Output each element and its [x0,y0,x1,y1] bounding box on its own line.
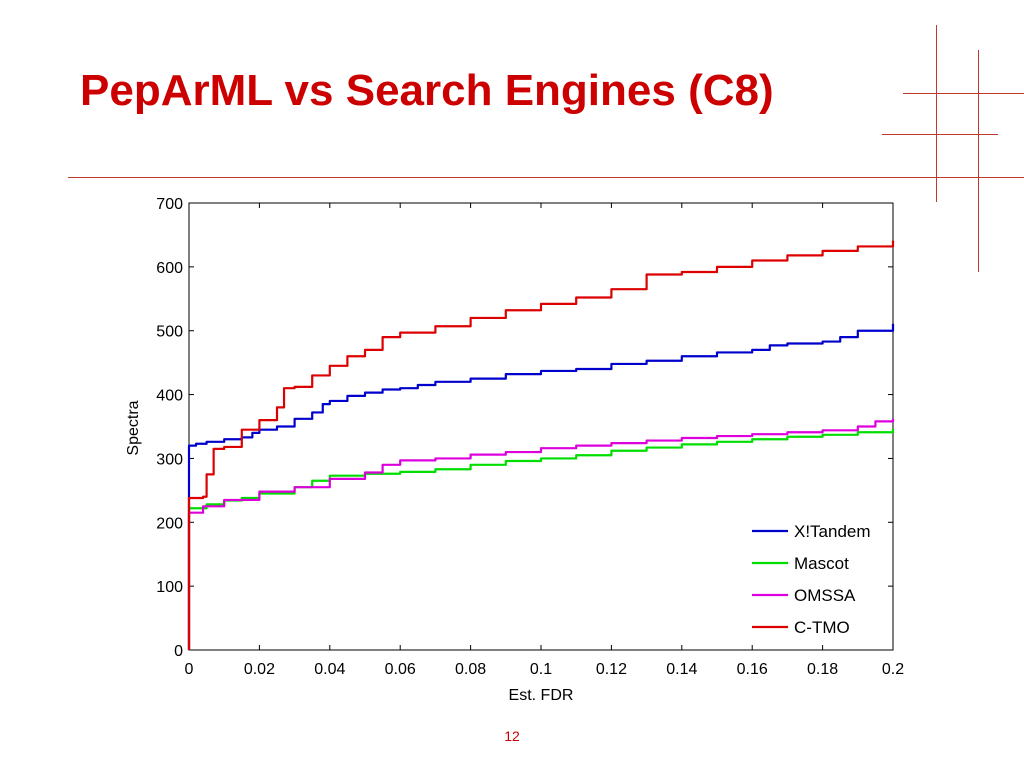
x-tick-label: 0.16 [737,661,768,678]
corner-line-h2 [882,134,998,135]
x-tick-label: 0.04 [314,661,345,678]
x-tick-label: 0.02 [244,661,275,678]
y-tick-label: 700 [156,196,183,213]
series-line-mascot [187,429,895,650]
y-tick-label: 500 [156,324,183,341]
plot-frame [188,202,894,651]
corner-line-v1 [936,25,937,202]
legend-label-omssa: OMSSA [794,586,856,605]
x-tick-label: 0.14 [666,661,697,678]
slide-title: PepArML vs Search Engines (C8) [80,66,774,115]
corner-line-h3 [918,177,1024,178]
series-line-c-tmo [187,240,895,650]
x-tick-label: 0 [185,661,194,678]
corner-line-h1 [903,93,1024,94]
x-tick-label: 0.08 [455,661,486,678]
legend-label-c-tmo: C-TMO [794,618,850,637]
x-tick-label: 0.06 [385,661,416,678]
x-tick-label: 0.18 [807,661,838,678]
y-axis-label: Spectra [125,400,142,455]
y-tick-label: 0 [174,643,183,660]
legend-label-mascot: Mascot [794,554,849,573]
series-line-x-tandem [187,323,895,650]
series-line-omssa [187,418,895,650]
x-tick-label: 0.12 [596,661,627,678]
x-tick-label: 0.1 [530,661,552,678]
y-tick-label: 200 [156,515,183,532]
legend-label-x-tandem: X!Tandem [794,522,871,541]
x-tick-label: 0.2 [882,661,904,678]
title-underline [68,177,920,178]
y-tick-label: 100 [156,579,183,596]
page-number: 12 [504,728,520,744]
y-tick-label: 600 [156,260,183,277]
x-axis-label: Est. FDR [509,687,574,704]
y-tick-label: 400 [156,388,183,405]
y-tick-label: 300 [156,451,183,468]
corner-line-v2 [978,50,979,272]
